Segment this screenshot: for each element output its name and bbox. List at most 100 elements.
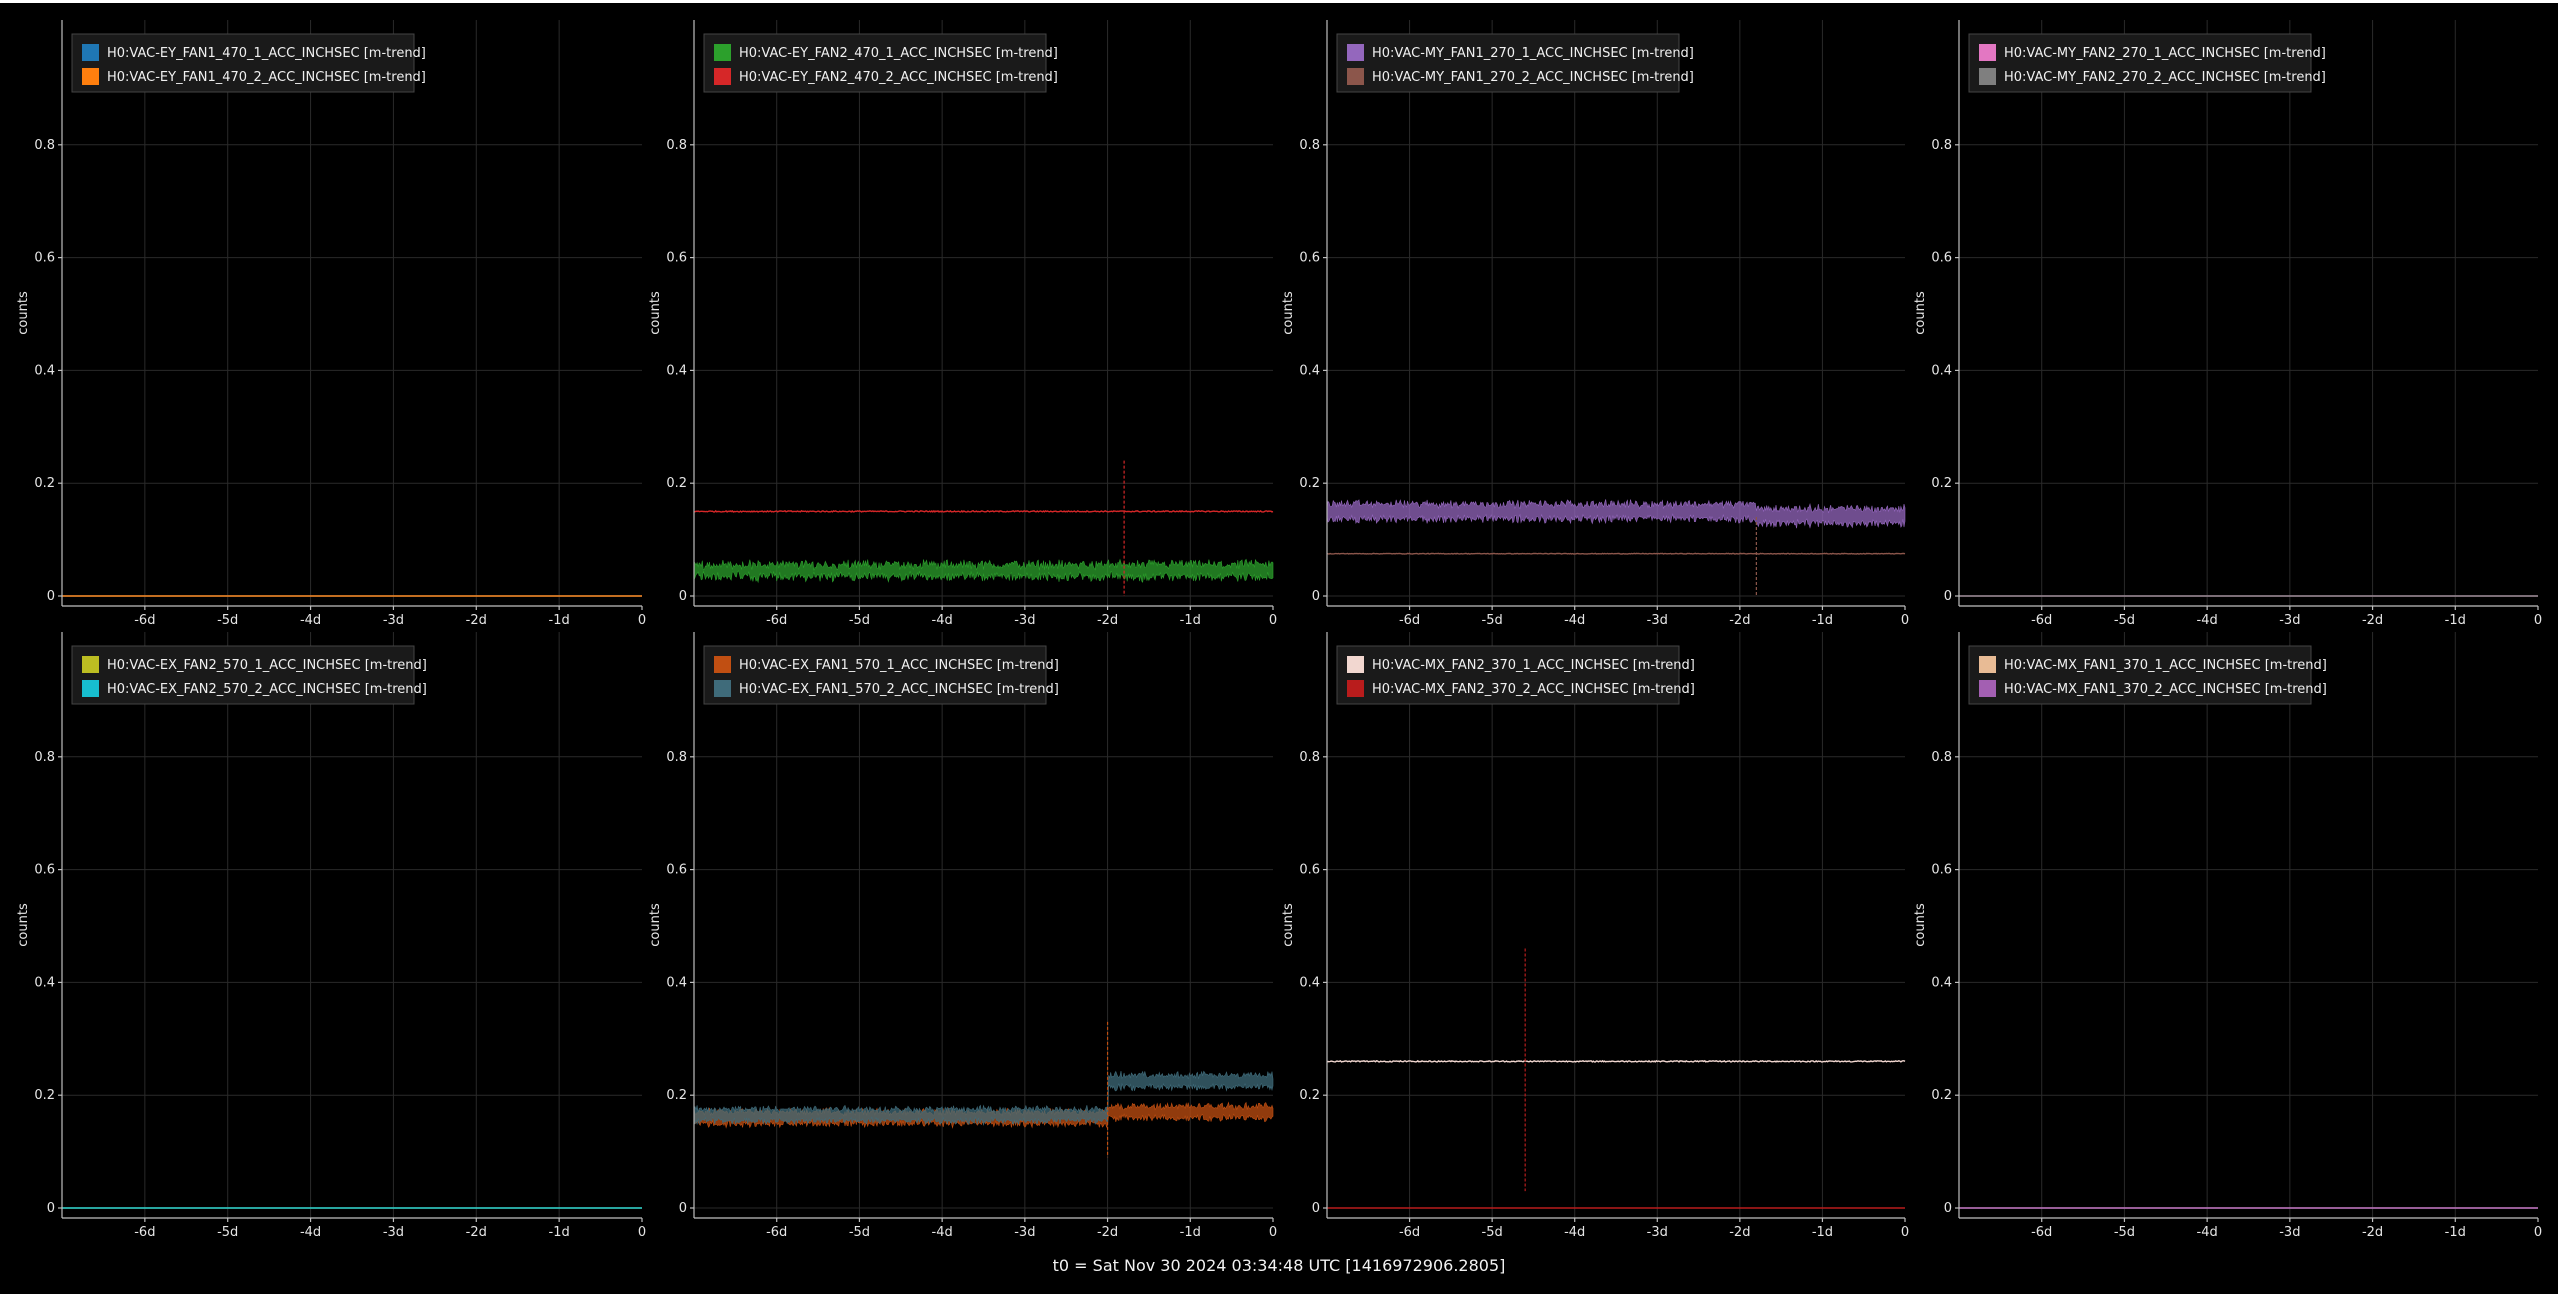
y-tick-label: 0.8 [34,138,55,153]
x-tick-label: -1d [1812,613,1833,628]
legend-swatch [1347,44,1364,61]
x-tick-label: 0 [2534,613,2542,628]
x-tick-label: -1d [549,1225,570,1240]
y-tick-label: 0.4 [34,363,55,378]
x-tick-label: -2d [1097,613,1118,628]
legend-swatch [1979,44,1996,61]
y-tick-label: 0 [679,589,687,604]
legend [71,33,415,93]
y-tick-label: 0 [1944,1201,1952,1216]
x-tick-label: -4d [1564,1225,1585,1240]
legend-label: H0:VAC-EY_FAN2_470_2_ACC_INCHSEC [m-tren… [739,70,1058,85]
y-tick-label: 0.4 [666,363,687,378]
y-tick-label: 0 [679,1201,687,1216]
y-axis-label: counts [16,291,31,335]
x-tick-label: -4d [2197,613,2218,628]
y-tick-label: 0.2 [666,1088,687,1103]
y-tick-label: 0.4 [1299,975,1320,990]
plot-panel-4: -6d -5d -4d -3d -2d -1d 0 0 0.2 0.4 0.6 0.8 counts H0… [1913,20,2542,628]
x-tick-label: -1d [2445,613,2466,628]
x-tick-label: -6d [134,1225,155,1240]
legend-swatch [1347,680,1364,697]
x-tick-label: 0 [2534,1225,2542,1240]
x-tick-label: -2d [1729,613,1750,628]
y-axis-label: counts [648,291,663,335]
y-axis-label: counts [1281,291,1296,335]
x-tick-label: -2d [1729,1225,1750,1240]
x-tick-label: -2d [1097,1225,1118,1240]
y-tick-label: 0 [1944,589,1952,604]
x-tick-label: -6d [2031,613,2052,628]
series-line-2 [1326,552,1906,555]
legend-label: H0:VAC-MX_FAN1_370_2_ACC_INCHSEC [m-tren… [2004,682,2327,697]
x-tick-label: -6d [766,1225,787,1240]
y-tick-label: 0.8 [34,750,55,765]
legend-swatch [714,44,731,61]
x-tick-label: -6d [766,613,787,628]
y-tick-label: 0.8 [666,138,687,153]
time-origin-label: t0 = Sat Nov 30 2024 03:34:48 UTC [14169… [1052,1256,1506,1275]
x-tick-label: -4d [932,613,953,628]
x-tick-label: -5d [1482,613,1503,628]
y-tick-label: 0 [1312,589,1320,604]
y-tick-label: 0.2 [1931,1088,1952,1103]
legend [703,33,1047,93]
y-tick-label: 0.6 [666,251,687,266]
x-tick-label: 0 [1269,613,1277,628]
x-tick-label: -1d [1180,1225,1201,1240]
plot-panel-8: -6d -5d -4d -3d -2d -1d 0 0 0.2 0.4 0.6 0.8 counts H0… [1913,632,2542,1240]
x-tick-label: -6d [134,613,155,628]
legend-label: H0:VAC-MY_FAN2_270_2_ACC_INCHSEC [m-tren… [2004,70,2326,85]
y-tick-label: 0.6 [666,863,687,878]
y-tick-label: 0.6 [34,251,55,266]
x-tick-label: 0 [1901,613,1909,628]
legend-label: H0:VAC-MX_FAN1_370_1_ACC_INCHSEC [m-tren… [2004,658,2327,673]
x-tick-label: -4d [2197,1225,2218,1240]
x-tick-label: -2d [466,613,487,628]
legend [71,645,415,705]
x-tick-label: -1d [2445,1225,2466,1240]
x-tick-label: -4d [300,613,321,628]
legend-label: H0:VAC-MX_FAN2_370_2_ACC_INCHSEC [m-tren… [1372,682,1695,697]
series-line-1 [1326,1059,1906,1063]
legend-label: H0:VAC-EX_FAN2_570_1_ACC_INCHSEC [m-tren… [107,658,427,673]
y-tick-label: 0.2 [1299,476,1320,491]
x-tick-label: -1d [1180,613,1201,628]
x-tick-label: -4d [300,1225,321,1240]
legend-swatch [714,680,731,697]
x-tick-label: -6d [1399,613,1420,628]
legend-swatch [1979,656,1996,673]
y-tick-label: 0.4 [666,975,687,990]
x-tick-label: -2d [466,1225,487,1240]
y-tick-label: 0 [1312,1201,1320,1216]
x-tick-label: -1d [1812,1225,1833,1240]
legend [703,645,1047,705]
series-band-1 [1326,499,1906,529]
y-tick-label: 0.2 [34,1088,55,1103]
x-tick-label: -1d [549,613,570,628]
x-tick-label: -2d [2362,613,2383,628]
plot-panel-2: -6d -5d -4d -3d -2d -1d 0 0 0.2 0.4 0.6 0.8 counts H0… [648,20,1277,628]
plot-panel-5: -6d -5d -4d -3d -2d -1d 0 0 0.2 0.4 0.6 0.8 counts H0… [16,632,646,1240]
plot-panel-6: -6d -5d -4d -3d -2d -1d 0 0 0.2 0.4 0.6 0.8 counts H0… [648,632,1277,1240]
legend-swatch [1979,680,1996,697]
y-tick-label: 0.6 [34,863,55,878]
y-tick-label: 0.2 [1931,476,1952,491]
legend-label: H0:VAC-MY_FAN2_270_1_ACC_INCHSEC [m-tren… [2004,46,2326,61]
x-tick-label: -5d [217,1225,238,1240]
legend-label: H0:VAC-EX_FAN1_570_2_ACC_INCHSEC [m-tren… [739,682,1059,697]
x-tick-label: -4d [932,1225,953,1240]
x-tick-label: -3d [2279,613,2300,628]
x-tick-label: -3d [383,613,404,628]
x-tick-label: -5d [2114,613,2135,628]
x-tick-label: -3d [1014,613,1035,628]
legend-swatch [714,656,731,673]
legend-swatch [714,68,731,85]
legend [1336,645,1680,705]
x-tick-label: -5d [1482,1225,1503,1240]
top-border [0,0,2558,3]
y-axis-label: counts [1913,291,1928,335]
y-tick-label: 0.8 [1299,750,1320,765]
y-tick-label: 0 [47,589,55,604]
